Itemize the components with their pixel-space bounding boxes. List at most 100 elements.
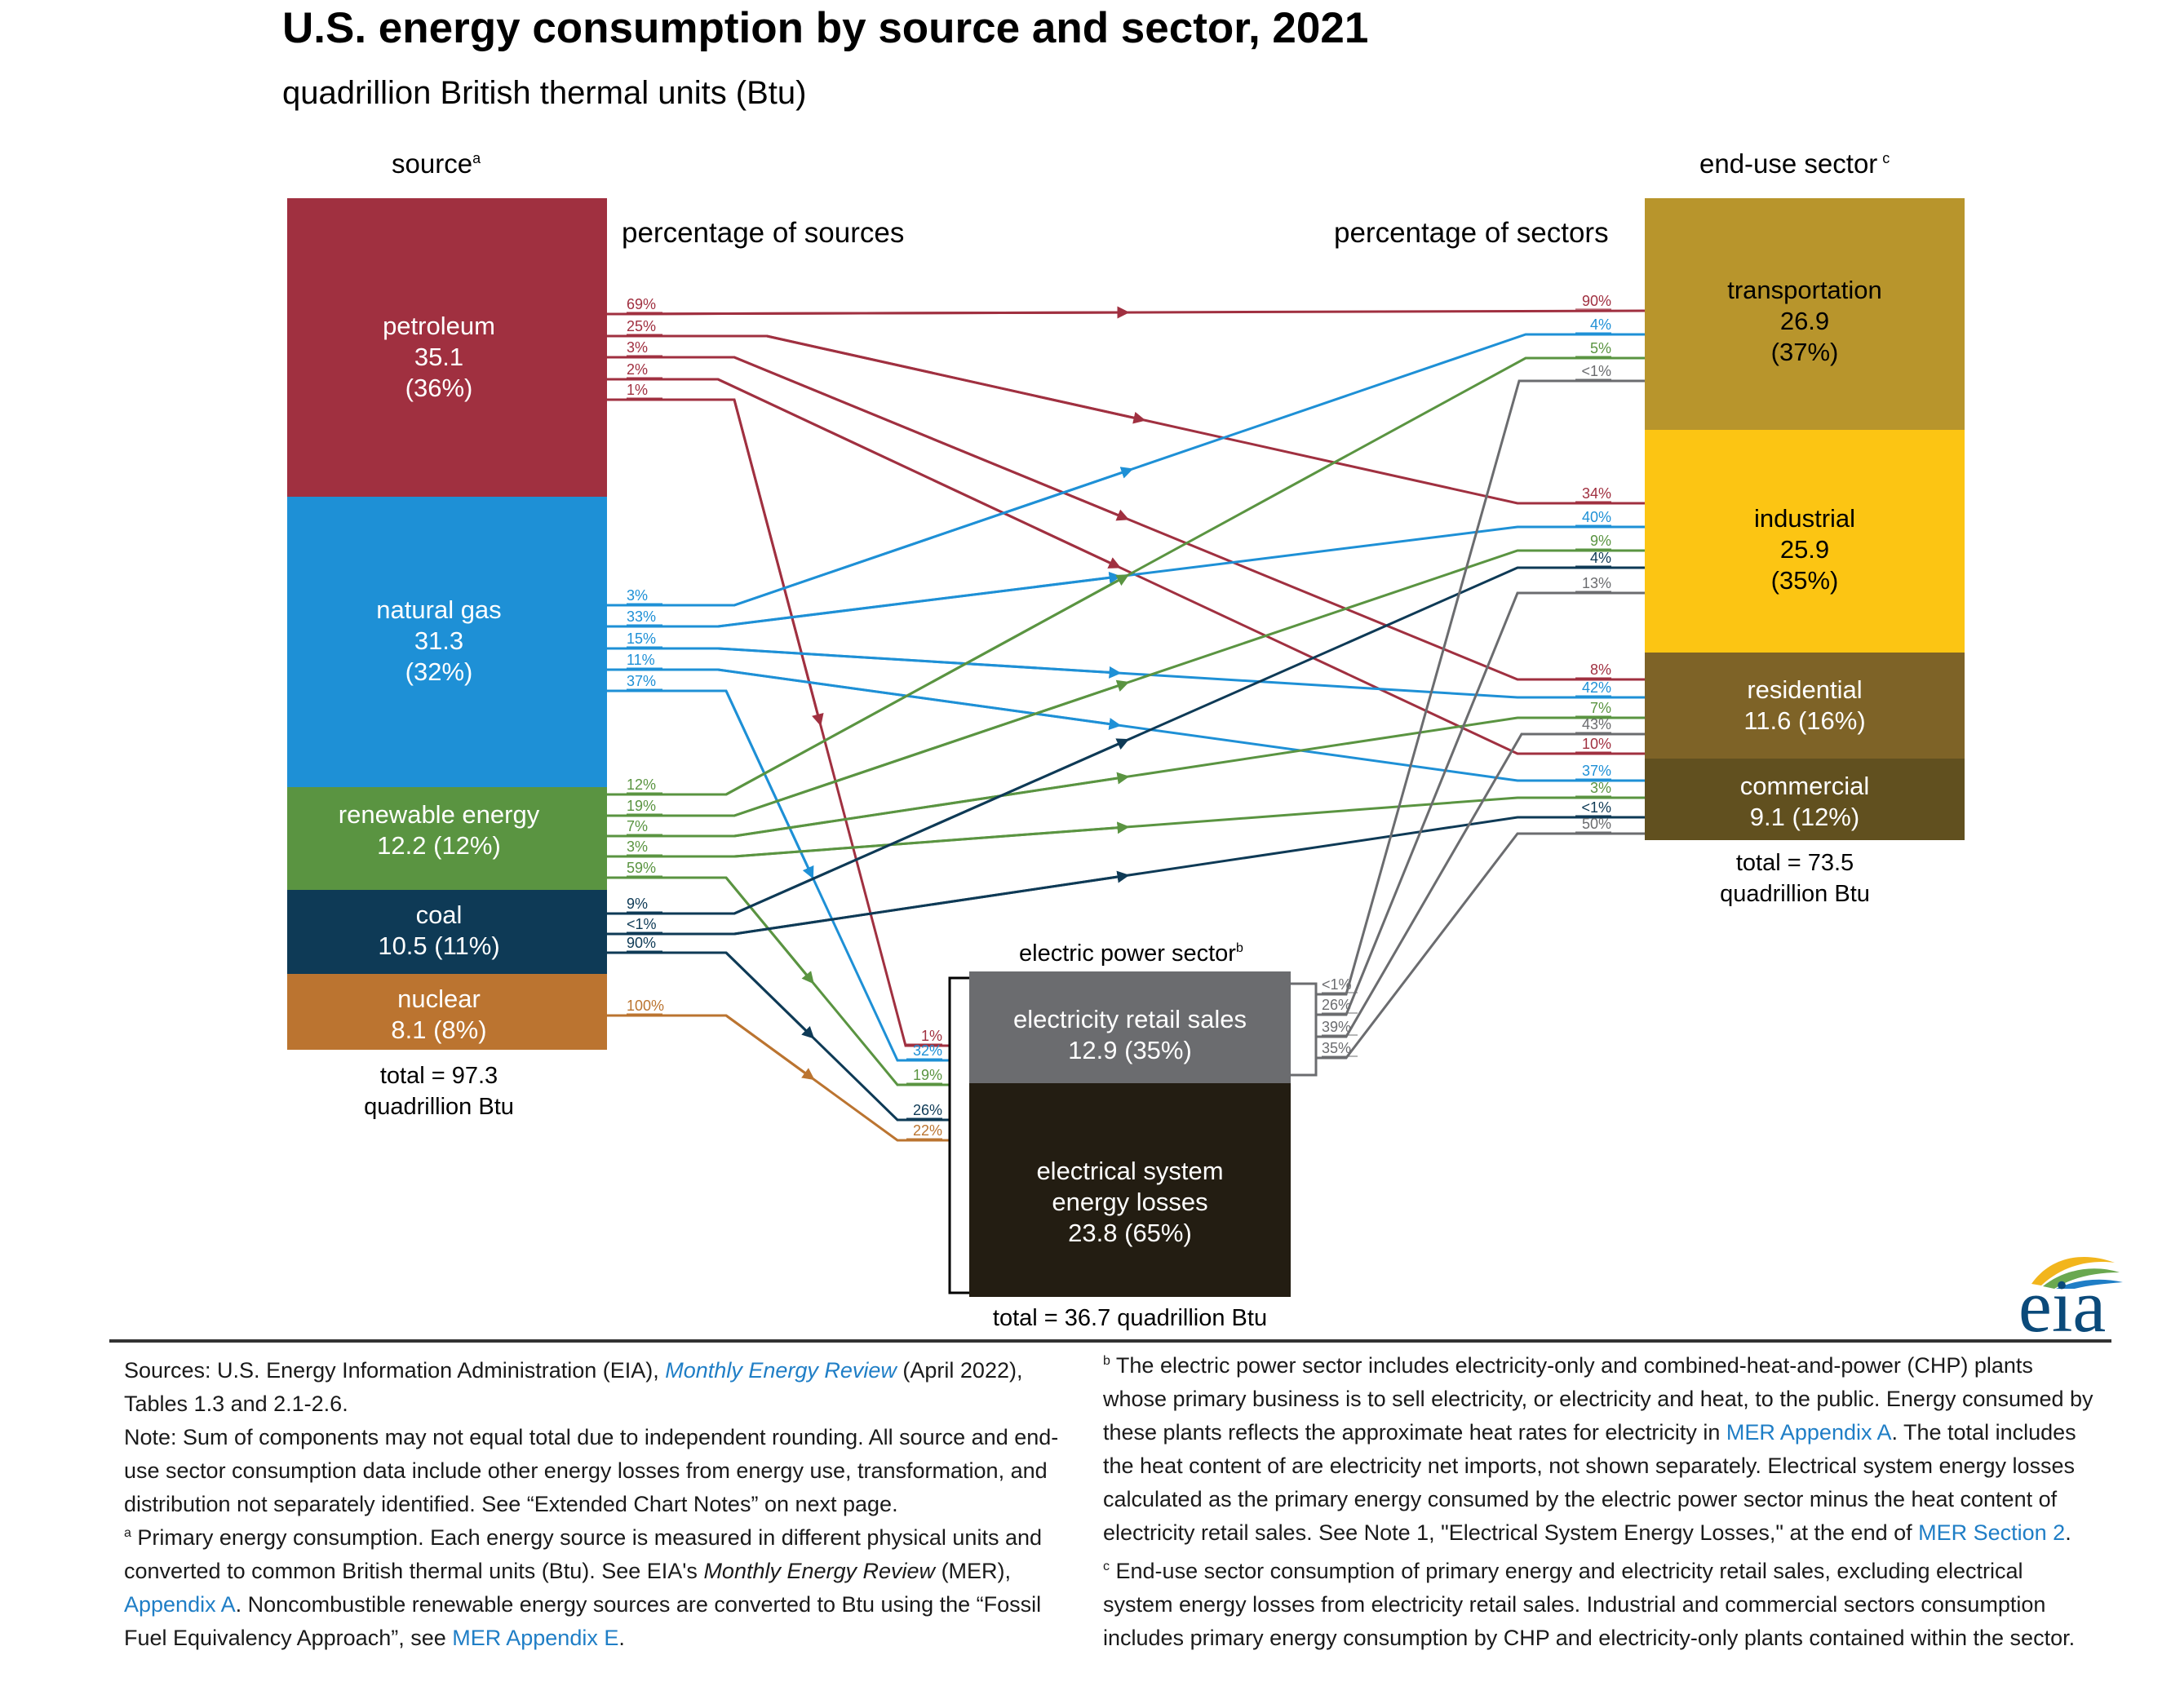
- label-commercial: commercial: [1740, 772, 1869, 800]
- footnote-c: c End-use sector consumption of primary …: [1103, 1559, 2076, 1650]
- eia-logo-swoosh: [2031, 1256, 2123, 1289]
- value-petroleum: 35.1: [414, 343, 463, 371]
- pct-coal-1: <1%: [627, 916, 657, 932]
- footnote-sources: Sources: U.S. Energy Information Adminis…: [124, 1358, 1023, 1416]
- value-coal: 10.5 (11%): [378, 931, 499, 960]
- flow-petroleum-residential-arrow: [733, 356, 1130, 521]
- pct-renewable-2: 7%: [627, 818, 648, 834]
- pct-electric-input-1: 32%: [913, 1042, 942, 1059]
- footnotes-right: b The electric power sector includes ele…: [1103, 1349, 2098, 1655]
- pct-commercial-2: 3%: [1590, 780, 1611, 796]
- pct-industrial-1: 40%: [1582, 509, 1611, 525]
- eia-logo: eia: [2015, 1248, 2123, 1347]
- flow-retail-sales-2: [1316, 732, 1645, 1038]
- sources-total: total = 97.3: [380, 1063, 498, 1089]
- value-energy-losses: 23.8 (65%): [1068, 1219, 1192, 1247]
- label-petroleum: petroleum: [383, 312, 495, 340]
- pct-transportation-1: 4%: [1590, 316, 1611, 333]
- value-transportation: 26.9: [1780, 307, 1829, 335]
- pct-residential-2: 7%: [1590, 700, 1611, 716]
- value-renewable-energy: 12.2 (12%): [377, 831, 501, 860]
- link-monthly-energy-review[interactable]: Monthly Energy Review: [665, 1358, 897, 1383]
- flow-petroleum-commercial: [607, 378, 1645, 755]
- pct-petroleum-0: 69%: [627, 296, 656, 312]
- flow-natural-gas-residential-arrow: [717, 647, 1122, 679]
- footnote-b: b The electric power sector includes ele…: [1103, 1353, 2093, 1545]
- label-residential: residential: [1747, 675, 1862, 704]
- link-appendix-a[interactable]: Appendix A: [124, 1592, 236, 1617]
- footnote-note: Note: Sum of components may not equal to…: [124, 1425, 1059, 1516]
- electric-bracket: [948, 976, 969, 1294]
- pct-transportation-2: 5%: [1590, 340, 1611, 356]
- pct-commercial-4: 50%: [1582, 816, 1611, 832]
- flow-petroleum-electric-arrow: [733, 399, 824, 727]
- flow-natural-gas-transportation-arrow: [733, 467, 1134, 607]
- label-transportation: transportation: [1727, 276, 1882, 304]
- pct-petroleum-2: 3%: [627, 339, 648, 356]
- value-nuclear: 8.1 (8%): [391, 1016, 486, 1044]
- flow-retail-sales-0: [1316, 379, 1645, 996]
- label-natural-gas: natural gas: [376, 595, 501, 624]
- footnotes-left: Sources: U.S. Energy Information Adminis…: [124, 1354, 1062, 1655]
- share-natural-gas: (32%): [405, 657, 473, 686]
- flow-petroleum-commercial-arrow: [717, 378, 1122, 569]
- eia-logo-text: eia: [2018, 1264, 2107, 1347]
- sankey-chart: sourcea end-use sector c percentage of so…: [287, 148, 1965, 1331]
- value-retail-sales: 12.9 (35%): [1068, 1036, 1192, 1064]
- pct-natural-gas-0: 3%: [627, 587, 648, 604]
- pct-natural-gas-4: 37%: [627, 673, 656, 689]
- node-nuclear: [287, 974, 607, 1050]
- sector-header: end-use sector c: [1699, 148, 1890, 179]
- pct-retail-sales-2: 39%: [1322, 1019, 1351, 1035]
- value-residential: 11.6 (16%): [1743, 706, 1865, 735]
- node-energy-losses: [969, 1083, 1291, 1297]
- pct-industrial-3: 4%: [1590, 550, 1611, 566]
- node-renewable-energy: [287, 787, 607, 890]
- pct-petroleum-3: 2%: [627, 361, 648, 378]
- chart-title: U.S. energy consumption by source and se…: [282, 4, 1369, 52]
- pct-natural-gas-2: 15%: [627, 631, 656, 647]
- pct-electric-input-0: 1%: [921, 1028, 942, 1044]
- flow-coal-commercial-arrow: [733, 870, 1130, 936]
- pct-retail-sales-0: <1%: [1322, 976, 1352, 993]
- pct-sources-label: percentage of sources: [622, 217, 904, 249]
- sources-total-units: quadrillion Btu: [364, 1094, 514, 1120]
- link-mer-section-2[interactable]: MER Section 2: [1918, 1520, 2066, 1545]
- pct-electric-input-4: 22%: [913, 1122, 942, 1139]
- pct-petroleum-4: 1%: [627, 382, 648, 398]
- flow-renewable-commercial-arrow: [733, 821, 1130, 858]
- value-commercial: 9.1 (12%): [1750, 803, 1859, 831]
- pct-coal-0: 9%: [627, 896, 648, 912]
- retail-bracket: [1291, 982, 1318, 1077]
- link-mer-appendix-a[interactable]: MER Appendix A: [1726, 1420, 1892, 1445]
- pct-retail-sales-1: 26%: [1322, 997, 1351, 1013]
- flow-natural-gas-electric-arrow: [724, 690, 814, 879]
- link-mer-appendix-e[interactable]: MER Appendix E: [452, 1626, 619, 1650]
- sectors-total-units: quadrillion Btu: [1720, 881, 1870, 907]
- pct-residential-3: 43%: [1582, 716, 1611, 732]
- flow-lines: [606, 306, 1646, 1142]
- flow-natural-gas-commercial: [607, 668, 1645, 782]
- source-header: sourcea: [392, 148, 481, 179]
- pct-sectors-label: percentage of sectors: [1334, 217, 1609, 249]
- flow-renewable-transportation-arrow: [725, 574, 1129, 796]
- share-transportation: (37%): [1771, 338, 1839, 366]
- label-industrial: industrial: [1754, 504, 1855, 533]
- node-transportation: [1645, 198, 1965, 430]
- share-industrial: (35%): [1771, 566, 1839, 595]
- flow-retail-sales-3: [1316, 832, 1645, 1060]
- flow-natural-gas-transportation: [607, 333, 1645, 607]
- pct-renewable-1: 19%: [627, 798, 656, 814]
- pct-residential-1: 42%: [1582, 679, 1611, 696]
- value-natural-gas: 31.3: [414, 626, 463, 655]
- pct-industrial-4: 13%: [1582, 575, 1611, 591]
- label-nuclear: nuclear: [397, 985, 481, 1013]
- pct-electric-input-3: 26%: [913, 1102, 942, 1118]
- flow-petroleum-transportation-arrow: [606, 306, 1130, 319]
- sectors-total: total = 73.5: [1736, 850, 1854, 876]
- flow-petroleum-electric: [607, 398, 950, 1047]
- pct-commercial-3: <1%: [1581, 799, 1611, 816]
- flow-natural-gas-residential: [607, 647, 1645, 699]
- pct-coal-2: 90%: [627, 935, 656, 951]
- percentage-labels: 69% 25% 3% 2% 1% 3% 33% 15% 11% 37% 12% 19% 7% 3% 59% 9…: [627, 293, 1611, 1139]
